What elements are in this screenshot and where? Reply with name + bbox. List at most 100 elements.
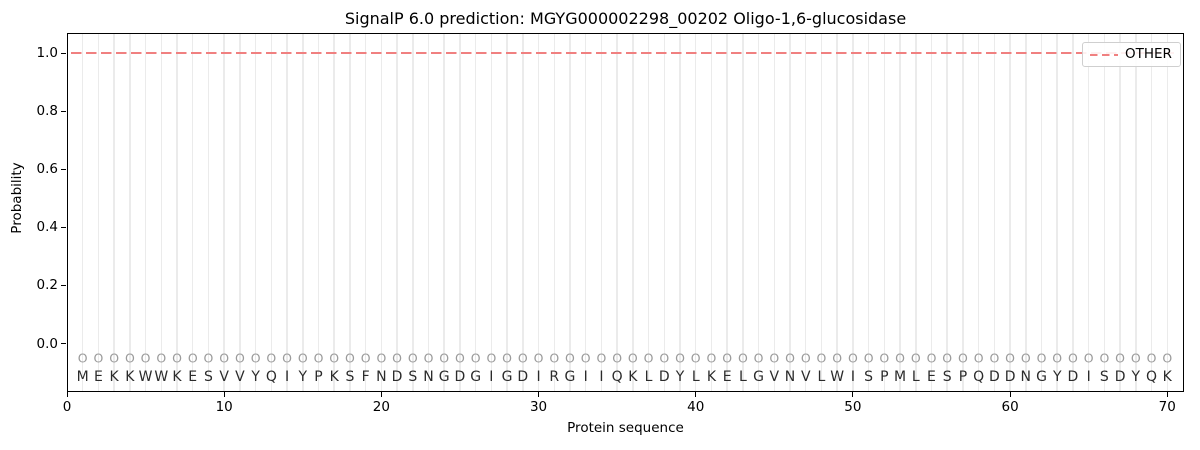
plot-frame [67, 33, 1184, 392]
gridline [836, 33, 838, 391]
x-axis-label: Protein sequence [567, 420, 684, 436]
x-tick-mark [223, 392, 225, 397]
residue-letter: P [958, 369, 968, 385]
y-tick-mark [61, 110, 66, 112]
residue-letter: I [489, 369, 494, 385]
other-probability-line [71, 52, 1174, 54]
legend-label: OTHER [1125, 46, 1172, 62]
predicted-label-marker: O [1162, 350, 1173, 365]
gridline [993, 33, 996, 391]
predicted-label-marker: O [627, 350, 638, 365]
gridline [726, 33, 728, 391]
residue-letter: S [1099, 369, 1109, 385]
predicted-label-marker: O [470, 350, 481, 365]
gridline [239, 33, 241, 391]
residue-letter: E [927, 369, 936, 385]
residue-letter: Q [973, 369, 985, 385]
predicted-label-marker: O [203, 350, 214, 365]
gridline [302, 33, 304, 391]
residue-letter: P [880, 369, 889, 385]
residue-letter: V [800, 369, 811, 385]
gridline [443, 33, 445, 391]
gridline [915, 33, 917, 391]
residue-letter: G [501, 369, 513, 385]
gridline [144, 33, 147, 391]
gridline [1087, 33, 1090, 391]
gridline [600, 33, 603, 391]
residue-letter: I [1086, 369, 1091, 385]
gridline [1009, 33, 1011, 391]
residue-letter: I [850, 369, 855, 385]
predicted-label-marker: O [533, 350, 544, 365]
predicted-label-marker: O [1130, 350, 1141, 365]
y-tick-mark [61, 52, 66, 54]
y-tick-mark [61, 284, 66, 286]
residue-letter: V [235, 369, 245, 385]
predicted-label-marker: O [973, 350, 984, 365]
gridline [773, 33, 776, 391]
predicted-label-marker: O [439, 350, 450, 365]
x-tick-mark [1166, 392, 1168, 397]
predicted-label-marker: O [517, 350, 528, 365]
gridline [364, 33, 367, 391]
residue-letter: K [329, 369, 339, 385]
gridline [459, 33, 461, 391]
gridline [474, 33, 477, 391]
gridline [396, 33, 398, 391]
residue-letter: E [722, 369, 732, 385]
predicted-label-marker: O [926, 350, 937, 365]
residue-letter: S [345, 369, 355, 385]
residue-letter: Y [251, 369, 260, 385]
gridline [1150, 33, 1153, 391]
residue-letter: L [691, 369, 700, 385]
y-tick-label: 0.6 [36, 161, 58, 178]
gridline [522, 33, 524, 391]
residue-letter: L [817, 369, 826, 385]
gridline [1072, 33, 1074, 391]
x-tick-label: 40 [687, 399, 705, 415]
y-tick-mark [61, 343, 66, 344]
gridline [694, 33, 697, 391]
predicted-label-marker: O [187, 350, 198, 365]
gridline [757, 33, 760, 391]
predicted-label-marker: O [816, 350, 827, 365]
gridline [1166, 33, 1168, 391]
x-tick-mark [1009, 392, 1011, 397]
residue-letter: R [549, 369, 560, 385]
predicted-label-marker: O [423, 350, 434, 365]
predicted-label-marker: O [282, 350, 292, 365]
gridline [506, 33, 508, 391]
residue-letter: S [864, 369, 874, 385]
predicted-label-marker: O [156, 350, 167, 365]
predicted-label-marker: O [172, 350, 182, 365]
residue-letter: D [1004, 369, 1016, 385]
gridline [1119, 33, 1121, 391]
residue-letter: G [470, 369, 482, 385]
predicted-label-marker: O [266, 350, 277, 365]
residue-letter: K [172, 369, 182, 385]
residue-letter: N [376, 369, 387, 385]
gridline [946, 33, 948, 391]
predicted-label-marker: O [847, 350, 858, 365]
x-tick-label: 20 [372, 399, 390, 415]
gridline [883, 33, 886, 391]
predicted-label-marker: O [565, 350, 575, 365]
x-tick-mark [538, 392, 540, 397]
gridline [977, 33, 980, 391]
residue-letter: K [125, 369, 135, 385]
x-tick-mark [380, 392, 382, 397]
gridline [679, 33, 681, 391]
gridline [380, 33, 383, 391]
y-tick-label: 0.0 [36, 335, 58, 352]
gridline [191, 33, 194, 391]
predicted-label-marker: O [392, 350, 402, 365]
residue-letter: M [894, 369, 907, 385]
predicted-label-marker: O [360, 350, 371, 365]
gridline [223, 33, 225, 391]
predicted-label-marker: O [1036, 350, 1047, 365]
predicted-label-marker: O [879, 350, 890, 365]
predicted-label-marker: O [109, 350, 120, 365]
predicted-label-marker: O [1099, 350, 1110, 365]
gridline [789, 33, 791, 391]
